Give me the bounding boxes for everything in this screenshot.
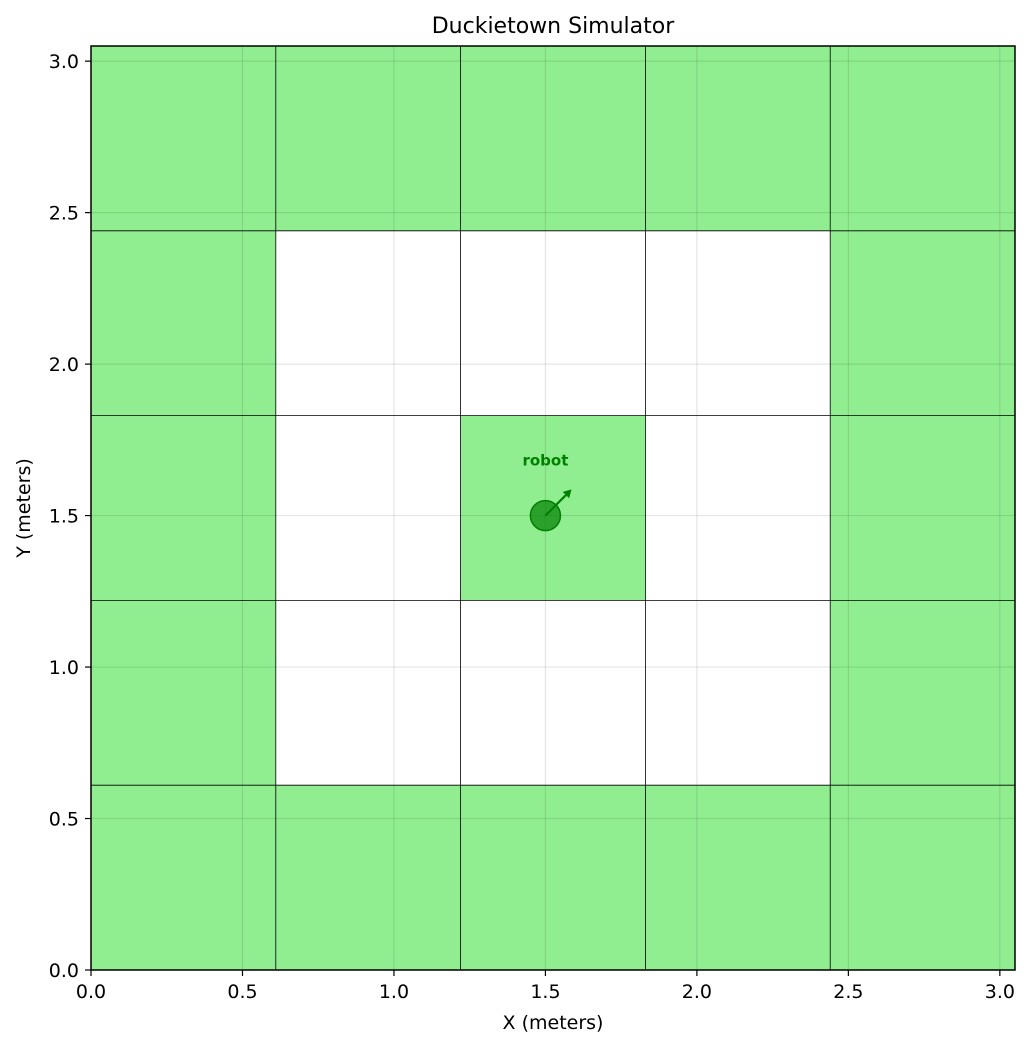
y-tick-label: 1.5 (49, 506, 79, 528)
robot-marker-group[interactable]: robot (522, 452, 572, 532)
tile-road (460, 785, 646, 970)
tile-road (645, 46, 831, 231)
x-axis-label: X (meters) (503, 1012, 604, 1034)
y-tick-label: 3.0 (49, 51, 79, 73)
tile-empty (645, 415, 831, 601)
tile-road (830, 230, 1015, 416)
tile-road (830, 415, 1015, 601)
tile-road (91, 46, 276, 231)
tile-road (645, 785, 831, 970)
tile-road (91, 415, 276, 601)
tile-road (275, 785, 461, 970)
chart-title: Duckietown Simulator (432, 14, 676, 39)
y-tick-label: 0.0 (49, 960, 79, 982)
tile-road (91, 600, 276, 786)
tile-road (830, 46, 1015, 231)
y-tick-label: 2.5 (49, 203, 79, 225)
tile-road (830, 600, 1015, 786)
tile-road (91, 785, 276, 970)
x-axis-ticks: 0.0 0.5 1.0 1.5 2.0 2.5 3.0 (76, 970, 1015, 1003)
tile-empty (275, 230, 461, 416)
x-tick-label: 2.5 (833, 981, 863, 1003)
tile-empty (460, 230, 646, 416)
tile-empty (645, 230, 831, 416)
tile-empty (645, 600, 831, 786)
tile-borders (91, 46, 1015, 970)
y-tick-label: 1.0 (49, 657, 79, 679)
y-axis-ticks: 0.0 0.5 1.0 1.5 2.0 2.5 3.0 (49, 51, 91, 982)
x-tick-label: 1.0 (379, 981, 409, 1003)
y-tick-label: 0.5 (49, 809, 79, 831)
x-tick-label: 3.0 (985, 981, 1015, 1003)
tile-empty (275, 600, 461, 786)
y-tick-label: 2.0 (49, 354, 79, 376)
tile-map (91, 46, 1015, 970)
x-tick-label: 0.5 (227, 981, 257, 1003)
robot-label: robot (522, 452, 568, 470)
tile-road (830, 785, 1015, 970)
plot-frame (90, 45, 1016, 971)
tile-empty (275, 415, 461, 601)
tile-road (91, 230, 276, 416)
y-axis-label: Y (meters) (13, 458, 35, 559)
gridlines (90, 46, 1015, 971)
tile-road (460, 46, 646, 231)
x-tick-label: 2.0 (682, 981, 712, 1003)
tile-empty (460, 600, 646, 786)
robot-heading-arrowhead (562, 489, 572, 499)
x-tick-label: 0.0 (76, 981, 106, 1003)
robot-heading-arrow (544, 494, 567, 517)
x-tick-label: 1.5 (530, 981, 560, 1003)
tile-road (275, 46, 461, 231)
